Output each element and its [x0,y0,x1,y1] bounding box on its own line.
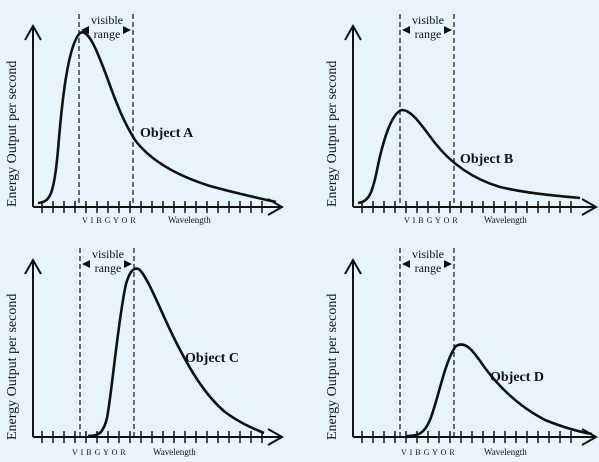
x-axis-arrowhead [267,428,285,446]
y-axis-arrowhead [344,257,362,275]
y-axis-arrowhead [344,23,362,41]
visible-label: visible [412,247,444,261]
x-axis-arrowhead [581,428,599,446]
visible-label: visible [412,13,444,27]
energy-curve [357,108,581,205]
object-label: Object D [490,370,544,385]
visible-label: visible [92,247,124,261]
y-axis-arrowhead [24,23,42,41]
color-letters: V I B G Y O R [82,216,136,225]
color-letters: V I B G Y O R [404,216,458,225]
energy-curve [37,31,277,205]
energy-curve [87,267,265,438]
panel-object-c: visible range Object C V I B G Y O R Wav… [5,247,285,457]
visible-label: visible [91,13,123,27]
y-axis-label: Energy Output per second [325,61,340,207]
x-axis-ticks [361,201,572,213]
x-axis-ticks [361,431,572,443]
object-label: Object A [140,126,194,141]
x-axis-label: Wavelength [168,215,211,225]
range-label: range [95,261,122,275]
object-label: Object B [460,152,513,167]
panel-object-d: visible range Object D V I B G Y O R Wav… [325,247,599,457]
panel-object-a: visible range Object A V I B G Y O R Wav… [5,13,285,225]
x-axis-arrowhead [581,198,599,216]
y-axis-label: Energy Output per second [5,294,20,440]
range-label: range [415,261,442,275]
color-letters: V I B G Y O R [72,448,126,457]
x-axis-ticks [41,201,263,213]
y-axis-arrowhead [24,257,42,275]
x-axis-label: Wavelength [484,447,527,457]
energy-curve [406,343,593,438]
object-label: Object C [185,351,239,366]
y-axis-label: Energy Output per second [325,294,340,440]
color-letters: V I B G Y O R [401,448,455,457]
x-axis-label: Wavelength [484,215,527,225]
x-axis-label: Wavelength [153,447,196,457]
panel-object-b: visible range Object B V I B G Y O R Wav… [325,13,599,225]
range-label: range [94,27,121,41]
x-axis-ticks [41,431,263,443]
range-label: range [415,27,442,41]
y-axis-label: Energy Output per second [5,61,20,207]
